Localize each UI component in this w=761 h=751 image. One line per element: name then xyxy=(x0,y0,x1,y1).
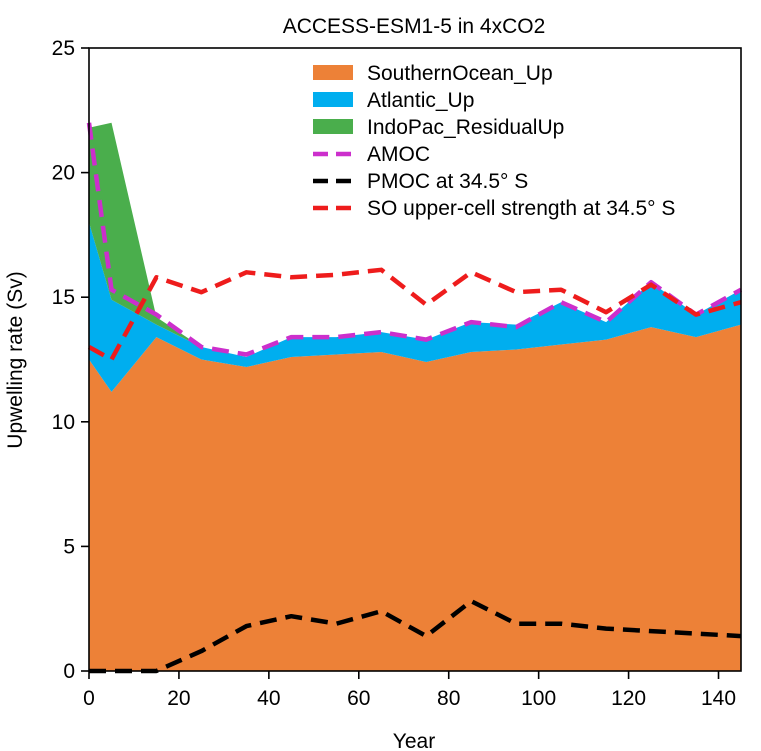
legend-label-so-upper-cell-strength-at-34-5-s: SO upper-cell strength at 34.5° S xyxy=(367,197,675,220)
plot-frame xyxy=(88,47,742,672)
legend-label-pmoc-at-34-5-s: PMOC at 34.5° S xyxy=(367,170,528,193)
area-southernocean-up xyxy=(89,324,741,671)
x-tick-label: 120 xyxy=(611,687,646,710)
area-atlantic-up xyxy=(89,222,741,392)
y-tick-label: 25 xyxy=(52,37,75,60)
x-tick-label: 0 xyxy=(83,687,95,710)
y-axis: 0 5 10 15 20 25 xyxy=(52,37,89,683)
line-pmoc-at-34-5-s xyxy=(89,598,742,674)
series-lines xyxy=(86,122,743,674)
x-tick-label: 140 xyxy=(701,687,736,710)
legend: SouthernOcean_Up Atlantic_Up IndoPac_Resid… xyxy=(313,62,675,220)
line-amoc xyxy=(86,122,743,357)
y-axis-label: Upwelling rate (Sv) xyxy=(4,271,27,448)
y-tick-label: 10 xyxy=(52,411,75,434)
legend-swatch-atlantic-up xyxy=(313,92,353,107)
legend-swatch-indopac-residualup xyxy=(313,119,353,134)
x-tick-label: 20 xyxy=(167,687,190,710)
y-tick-label: 0 xyxy=(63,660,75,683)
x-tick-label: 40 xyxy=(257,687,280,710)
x-axis: 0 20 40 60 80 100 120 140 xyxy=(83,671,736,710)
chart-title: ACCESS-ESM1-5 in 4xCO2 xyxy=(283,15,546,38)
x-axis-label: Year xyxy=(393,730,435,751)
legend-label-indopac-residualup: IndoPac_ResidualUp xyxy=(367,116,564,139)
legend-swatch-southernocean-up xyxy=(313,65,353,80)
stacked-areas xyxy=(89,122,741,671)
legend-label-amoc: AMOC xyxy=(367,143,430,166)
y-tick-label: 20 xyxy=(52,162,75,185)
legend-label-southernocean-up: SouthernOcean_Up xyxy=(367,62,553,85)
x-tick-label: 80 xyxy=(437,687,460,710)
legend-label-atlantic-up: Atlantic_Up xyxy=(367,89,474,112)
line-so-upper-cell-strength-at-34-5-s xyxy=(87,267,742,362)
y-tick-label: 5 xyxy=(63,535,75,558)
y-tick-label: 15 xyxy=(52,286,75,309)
x-tick-label: 100 xyxy=(521,687,556,710)
x-tick-label: 60 xyxy=(347,687,370,710)
